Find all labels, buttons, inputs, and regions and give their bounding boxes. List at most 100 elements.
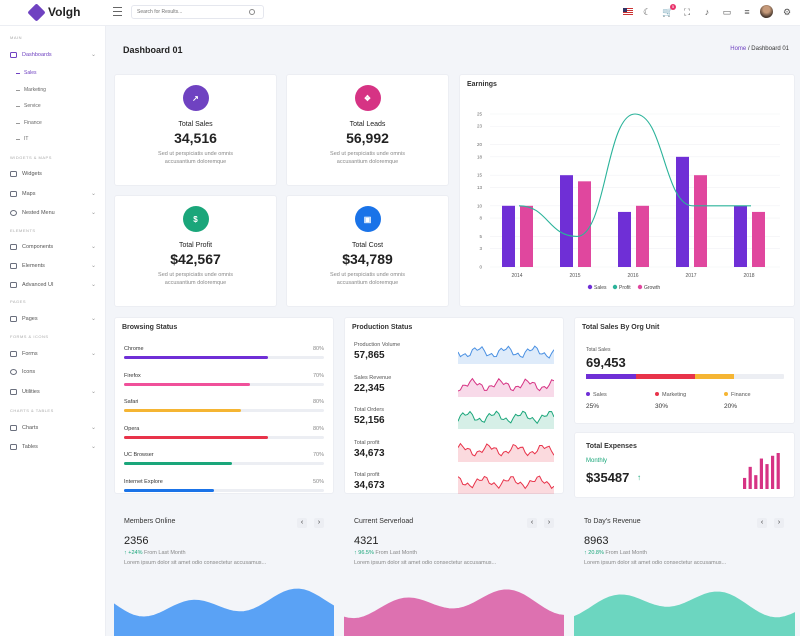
browser-name: Chrome: [124, 346, 144, 352]
logo[interactable]: Volgh: [27, 2, 80, 22]
wave-area-chart: [574, 591, 795, 636]
sparkline: [458, 442, 554, 462]
sidebar-item-advanced-ui[interactable]: Advanced UI ⌄: [10, 281, 96, 288]
cart-icon[interactable]: 🛒 5: [662, 4, 676, 17]
sidebar-item-icons[interactable]: Icons: [10, 369, 96, 375]
prev-button[interactable]: ‹: [297, 518, 307, 528]
bar-growth: [520, 205, 533, 267]
browser-name: UC Browser: [124, 452, 154, 458]
logo-icon: [27, 2, 46, 22]
production-value: 34,673: [354, 447, 385, 459]
stat-description: Sed ut perspiciatis unde omnis accusanti…: [158, 151, 233, 165]
y-tick-label: 18: [477, 154, 483, 159]
sidebar-sub-label: Finance: [24, 120, 42, 126]
card-title: To Day's Revenue: [584, 518, 641, 525]
sliders-icon[interactable]: ≡: [744, 7, 750, 17]
top-bar: Volgh ☾ 🛒5 ⛶ ♪ ▭ ≡ ⚙: [0, 0, 800, 26]
cart-badge: 5: [670, 4, 676, 10]
stat-label: Total Profit: [178, 242, 213, 249]
org-segment: [635, 374, 695, 379]
sidebar-item-maps[interactable]: Maps ⌄: [10, 190, 96, 197]
stat-label: Total Cost: [351, 242, 384, 249]
sidebar-item-nested-menu[interactable]: Nested Menu ⌄: [10, 209, 96, 216]
next-button[interactable]: ›: [314, 518, 324, 528]
gear-icon[interactable]: ⚙: [782, 7, 792, 17]
prev-button[interactable]: ‹: [757, 518, 767, 528]
production-value: 34,673: [354, 480, 385, 491]
search-icon[interactable]: [249, 9, 255, 15]
sidebar-sub-finance[interactable]: Finance: [16, 120, 42, 126]
progress-fill: [124, 462, 232, 465]
sparkline: [458, 410, 554, 429]
flag-icon[interactable]: [623, 7, 633, 17]
prev-button[interactable]: ‹: [527, 518, 537, 528]
moon-icon[interactable]: ☾: [642, 7, 652, 17]
sidebar-item-forms[interactable]: Forms ⌄: [10, 350, 96, 357]
map-icon: [10, 190, 17, 197]
section-label-elements: ELEMENTS: [10, 228, 36, 233]
sparkline: [458, 377, 554, 397]
browser-row: UC Browser 70%: [124, 452, 324, 465]
bar-sales: [734, 205, 747, 267]
arrow-up-icon: ↑: [637, 473, 641, 482]
avatar[interactable]: [760, 5, 773, 18]
sidebar: MAIN Dashboards ⌄ Sales Marketing Service…: [0, 26, 106, 636]
menu-toggle-icon[interactable]: [113, 7, 122, 16]
production-status-card: Production Status Production Volume 57,86…: [344, 317, 564, 494]
sidebar-item-pages[interactable]: Pages ⌄: [10, 315, 96, 322]
sidebar-item-label: Forms: [22, 350, 38, 357]
legend-dot: [587, 284, 593, 290]
sidebar-item-widgets[interactable]: Widgets: [10, 171, 96, 177]
production-label: Total profit: [354, 472, 380, 478]
stat-description: Sed ut perspiciatis unde omnis accusanti…: [330, 272, 405, 286]
legend-dot: [655, 392, 659, 396]
sidebar-item-label: Charts: [22, 424, 39, 431]
line-profit: [518, 113, 751, 237]
progress-fill: [124, 409, 241, 412]
icons-icon: [10, 369, 17, 375]
section-label-charts: CHARTS & TABLES: [10, 408, 54, 413]
sidebar-item-utilities[interactable]: Utilities ⌄: [10, 388, 96, 395]
next-button[interactable]: ›: [544, 518, 554, 528]
sidebar-item-components[interactable]: Components ⌄: [10, 243, 96, 250]
sidebar-sub-service[interactable]: Service: [16, 103, 41, 109]
breadcrumb-home[interactable]: Home: [730, 46, 747, 52]
stat-card-total-leads: ❖ Total Leads 56,992 Sed ut perspiciatis…: [286, 74, 449, 186]
progress-track: [124, 382, 324, 386]
org-total: 69,453: [586, 355, 626, 370]
production-label: Total profit: [354, 439, 380, 446]
stat-card-total-cost: ▣ Total Cost $34,789 Sed ut perspiciatis…: [286, 195, 449, 307]
sparkline: [458, 475, 554, 494]
legend-percent: 30%: [655, 403, 669, 410]
card-description: Lorem ipsum dolor sit amet odio consecte…: [584, 560, 727, 566]
arrow-up-icon: ↑: [584, 550, 589, 556]
stat-value: 56,992: [346, 130, 389, 146]
sidebar-item-charts[interactable]: Charts ⌄: [10, 424, 96, 431]
sidebar-sub-marketing[interactable]: Marketing: [16, 87, 46, 93]
pages-icon: [10, 315, 17, 322]
bar-growth: [578, 181, 591, 267]
expense-bar: [748, 466, 752, 489]
sidebar-item-dashboards[interactable]: Dashboards ⌄: [10, 51, 96, 58]
fullscreen-icon[interactable]: ⛶: [683, 7, 691, 17]
production-value: 22,345: [354, 382, 385, 394]
sidebar-item-tables[interactable]: Tables ⌄: [10, 443, 96, 450]
sidebar-sub-sales[interactable]: Sales: [16, 70, 37, 76]
sidebar-item-elements[interactable]: Elements ⌄: [10, 262, 96, 269]
production-label: Total Orders: [354, 407, 384, 413]
bell-icon[interactable]: ♪: [704, 7, 710, 17]
chevron-down-icon: ⌄: [90, 351, 96, 357]
next-button[interactable]: ›: [774, 518, 784, 528]
expenses-title: Total Expenses: [586, 443, 637, 450]
legend-dot: [724, 392, 728, 396]
chevron-down-icon: ⌄: [90, 210, 96, 216]
search-input[interactable]: [132, 9, 247, 15]
chat-icon[interactable]: ▭: [722, 7, 732, 17]
sidebar-item-label: Elements: [22, 262, 45, 269]
bar-growth: [752, 211, 765, 267]
production-label: Sales Revenue: [354, 374, 392, 381]
expense-bar: [765, 464, 769, 489]
y-tick-label: 8: [479, 216, 482, 221]
sidebar-sub-it[interactable]: IT: [16, 136, 28, 142]
database-icon: [10, 281, 17, 288]
